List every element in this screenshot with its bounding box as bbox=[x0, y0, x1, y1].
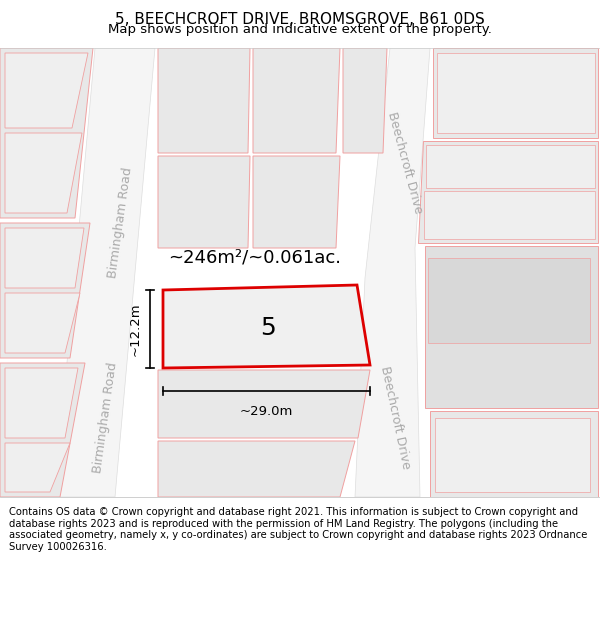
Text: Contains OS data © Crown copyright and database right 2021. This information is : Contains OS data © Crown copyright and d… bbox=[9, 508, 587, 552]
Polygon shape bbox=[435, 418, 590, 492]
Polygon shape bbox=[437, 53, 595, 133]
Polygon shape bbox=[5, 133, 82, 213]
Text: Birmingham Road: Birmingham Road bbox=[106, 167, 134, 279]
Polygon shape bbox=[253, 48, 340, 153]
Text: Birmingham Road: Birmingham Road bbox=[91, 362, 119, 474]
Polygon shape bbox=[163, 285, 370, 368]
Polygon shape bbox=[158, 370, 370, 438]
Polygon shape bbox=[426, 145, 595, 188]
Polygon shape bbox=[430, 411, 598, 497]
Polygon shape bbox=[55, 48, 155, 497]
Polygon shape bbox=[158, 48, 250, 153]
Text: Beechcroft Drive: Beechcroft Drive bbox=[378, 365, 412, 471]
Polygon shape bbox=[424, 191, 595, 239]
Polygon shape bbox=[253, 156, 340, 248]
Polygon shape bbox=[428, 258, 590, 343]
Polygon shape bbox=[0, 223, 90, 358]
Polygon shape bbox=[343, 48, 387, 153]
Text: 5, BEECHCROFT DRIVE, BROMSGROVE, B61 0DS: 5, BEECHCROFT DRIVE, BROMSGROVE, B61 0DS bbox=[115, 12, 485, 27]
Text: 5: 5 bbox=[260, 316, 276, 340]
Polygon shape bbox=[0, 48, 93, 218]
Polygon shape bbox=[355, 48, 430, 497]
Polygon shape bbox=[418, 141, 598, 243]
Polygon shape bbox=[158, 156, 250, 248]
Polygon shape bbox=[158, 441, 355, 497]
Polygon shape bbox=[0, 363, 85, 497]
Polygon shape bbox=[433, 48, 598, 138]
Polygon shape bbox=[5, 368, 78, 438]
Polygon shape bbox=[425, 246, 598, 408]
Text: Map shows position and indicative extent of the property.: Map shows position and indicative extent… bbox=[108, 23, 492, 36]
Text: ~246m²/~0.061ac.: ~246m²/~0.061ac. bbox=[169, 249, 341, 267]
Text: ~12.2m: ~12.2m bbox=[129, 302, 142, 356]
Text: Beechcroft Drive: Beechcroft Drive bbox=[385, 111, 425, 216]
Polygon shape bbox=[5, 228, 84, 288]
Text: ~29.0m: ~29.0m bbox=[239, 405, 293, 418]
Polygon shape bbox=[5, 443, 70, 492]
Polygon shape bbox=[5, 293, 80, 353]
Polygon shape bbox=[5, 53, 88, 128]
